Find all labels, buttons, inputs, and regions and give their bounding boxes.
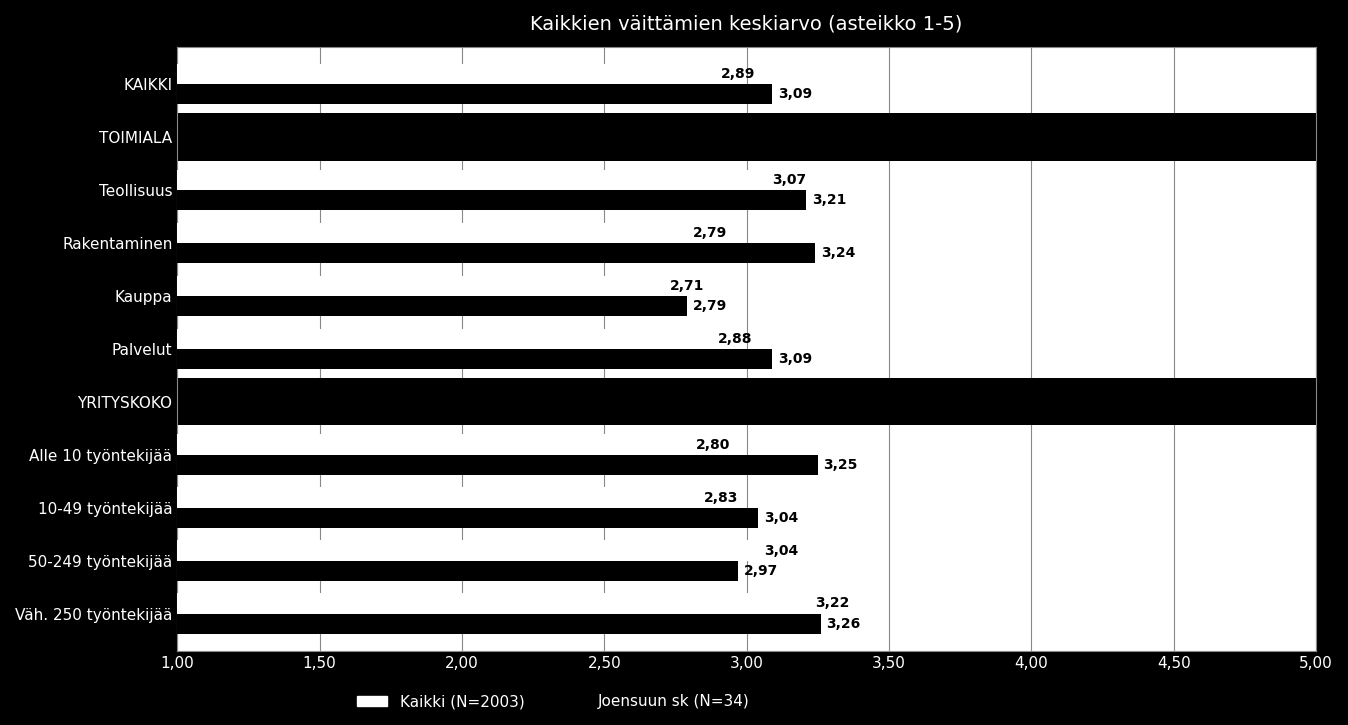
Text: 3,04: 3,04 xyxy=(764,544,798,558)
Text: 3,24: 3,24 xyxy=(821,246,855,260)
Text: 3,21: 3,21 xyxy=(811,193,847,207)
Bar xyxy=(177,84,772,104)
Text: 2,88: 2,88 xyxy=(718,331,752,346)
Bar xyxy=(177,296,687,316)
Bar xyxy=(177,434,690,455)
Bar xyxy=(177,487,698,508)
Bar xyxy=(177,113,1316,160)
Title: Kaikkien väittämien keskiarvo (asteikko 1-5): Kaikkien väittämien keskiarvo (asteikko … xyxy=(531,15,962,34)
Text: 2,71: 2,71 xyxy=(670,278,704,293)
Text: 2,83: 2,83 xyxy=(704,491,739,505)
Bar xyxy=(177,276,665,296)
Text: 2,79: 2,79 xyxy=(693,225,727,240)
Bar xyxy=(177,243,816,263)
Text: 2,80: 2,80 xyxy=(696,438,729,452)
Bar xyxy=(177,378,1316,426)
Text: 3,07: 3,07 xyxy=(772,173,806,186)
Text: 2,79: 2,79 xyxy=(693,299,727,312)
Bar xyxy=(177,594,809,613)
Legend: Kaikki (N=2003), Joensuun sk (N=34): Kaikki (N=2003), Joensuun sk (N=34) xyxy=(350,688,755,716)
Text: 3,25: 3,25 xyxy=(824,457,857,472)
Text: 2,97: 2,97 xyxy=(744,563,778,578)
Bar xyxy=(177,223,687,243)
Bar xyxy=(177,540,758,560)
Bar xyxy=(177,64,716,84)
Bar xyxy=(177,170,767,190)
Text: 3,22: 3,22 xyxy=(816,597,849,610)
Text: 3,09: 3,09 xyxy=(778,87,811,101)
Bar xyxy=(177,328,713,349)
Text: 3,26: 3,26 xyxy=(826,617,860,631)
Bar xyxy=(177,349,772,369)
Bar xyxy=(177,190,806,210)
Text: 3,09: 3,09 xyxy=(778,352,811,365)
Bar xyxy=(177,507,758,528)
Bar xyxy=(177,560,739,581)
Text: 3,04: 3,04 xyxy=(764,510,798,525)
Bar xyxy=(177,455,818,475)
Text: 2,89: 2,89 xyxy=(721,67,755,80)
Bar xyxy=(177,613,821,634)
